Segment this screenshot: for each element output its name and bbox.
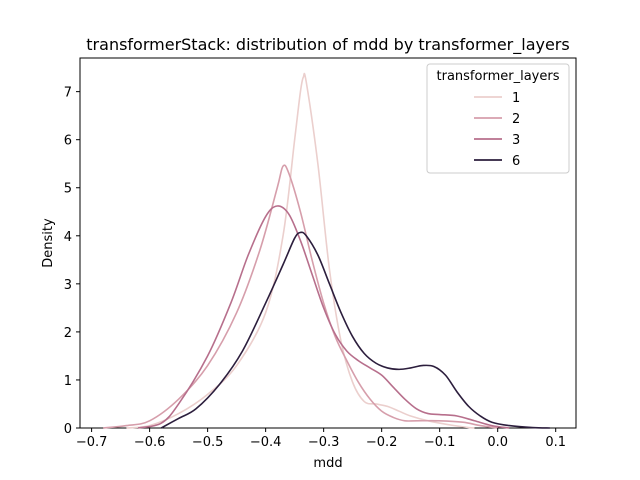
legend-label-6: 6 — [512, 154, 520, 169]
series-line-2 — [103, 164, 498, 429]
series-line-3 — [137, 205, 510, 429]
x-tick-label: 0.1 — [545, 435, 566, 450]
legend-title: transformer_layers — [437, 69, 560, 84]
legend-entries: 1 2 3 6 — [474, 91, 520, 169]
series-lines — [103, 72, 550, 429]
x-axis-ticks: −0.7 −0.6 −0.5 −0.4 −0.3 −0.2 −0.1 0.0 0.1 — [76, 428, 566, 450]
y-axis-label: Density — [41, 218, 56, 268]
y-tick-label: 6 — [64, 134, 72, 149]
series-line-1 — [126, 72, 475, 429]
legend-label-3: 3 — [512, 133, 520, 148]
y-tick-label: 5 — [64, 182, 72, 197]
x-tick-label: 0.0 — [487, 435, 508, 450]
y-axis-ticks: 0 1 2 3 4 5 6 7 — [64, 86, 80, 437]
x-tick-label: −0.6 — [134, 435, 166, 450]
y-tick-label: 7 — [64, 86, 72, 101]
x-tick-label: −0.1 — [424, 435, 456, 450]
y-tick-label: 2 — [64, 326, 72, 341]
series-line-6 — [160, 231, 550, 429]
legend-label-1: 1 — [512, 91, 520, 106]
y-tick-label: 3 — [64, 278, 72, 293]
chart-title: transformerStack: distribution of mdd by… — [86, 35, 569, 55]
x-tick-label: −0.7 — [76, 435, 108, 450]
x-tick-label: −0.3 — [308, 435, 340, 450]
legend: transformer_layers 1 2 3 6 — [426, 63, 570, 174]
x-tick-label: −0.4 — [250, 435, 282, 450]
plot-area-frame — [79, 57, 577, 429]
x-axis-label: mdd — [313, 456, 342, 471]
legend-label-2: 2 — [512, 112, 520, 127]
y-tick-label: 1 — [64, 374, 72, 389]
y-tick-label: 0 — [64, 422, 72, 437]
y-tick-label: 4 — [64, 230, 72, 245]
x-tick-label: −0.5 — [192, 435, 224, 450]
x-tick-label: −0.2 — [366, 435, 398, 450]
